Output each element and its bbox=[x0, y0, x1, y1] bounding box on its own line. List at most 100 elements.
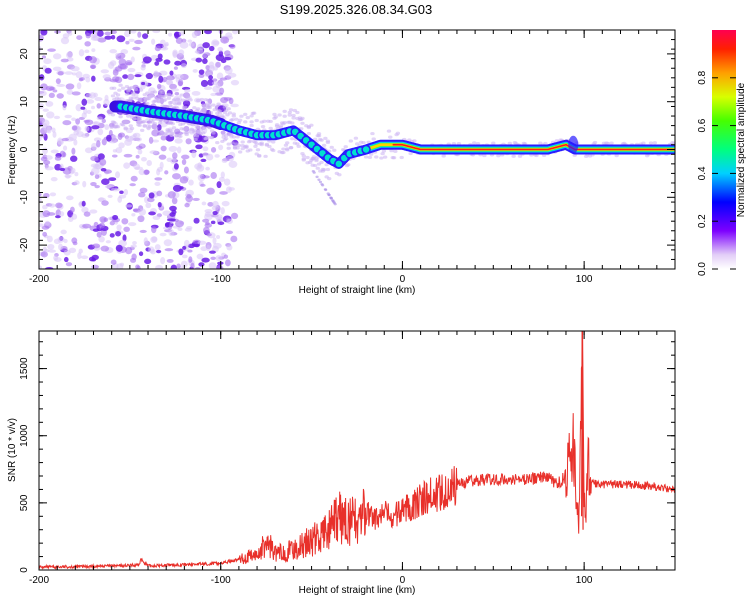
spectrogram-halo-blob bbox=[222, 105, 228, 109]
spectrogram-halo-blob bbox=[272, 112, 277, 117]
spectrogram-noise-blob bbox=[68, 247, 77, 254]
spectrogram-noise-blob bbox=[174, 92, 180, 96]
spectrogram-noise-blob bbox=[91, 258, 97, 262]
spectrogram-halo-blob bbox=[170, 131, 175, 135]
spectrogram-noise-blob bbox=[191, 91, 201, 96]
spectrogram-noise-blob bbox=[169, 83, 177, 90]
spectrogram-halo-blob bbox=[292, 108, 298, 113]
spectrogram-noise-blob bbox=[216, 181, 222, 189]
spectrogram-noise-blob bbox=[183, 239, 190, 248]
spectrogram-noise-blob bbox=[125, 40, 130, 45]
spectrogram-halo-blob bbox=[534, 153, 539, 158]
spectrogram-halo-blob bbox=[181, 127, 187, 131]
spectrogram-halo-blob bbox=[109, 125, 114, 129]
spectrogram-noise-blob bbox=[218, 50, 224, 57]
snr-frame bbox=[38, 330, 676, 571]
spectrogram-noise-blob bbox=[123, 153, 133, 158]
spectrogram-noise-blob bbox=[128, 38, 135, 43]
spectrogram-halo-blob bbox=[192, 106, 197, 110]
spectrogram-halo-blob bbox=[282, 109, 287, 113]
spectrogram-noise-blob bbox=[91, 142, 98, 151]
spectrogram-noise-blob bbox=[55, 202, 63, 209]
snr-x-tick-label: -100 bbox=[211, 575, 231, 586]
spectrogram-halo-blob bbox=[115, 125, 121, 129]
spectrogram-noise-blob bbox=[156, 190, 163, 197]
spectrogram-noise-blob bbox=[84, 49, 90, 54]
spectrogram-noise-blob bbox=[182, 100, 191, 107]
spectrogram-noise-blob bbox=[42, 210, 51, 218]
spectrogram-noise-blob bbox=[110, 34, 116, 40]
spectrogram-halo-blob bbox=[208, 110, 214, 115]
spectrogram-halo-blob bbox=[140, 128, 145, 132]
spectrogram-noise-blob bbox=[220, 59, 227, 64]
spectrogram-noise-blob bbox=[115, 231, 122, 237]
spectrogram-noise-blob bbox=[82, 180, 87, 188]
spectrogram-noise-blob bbox=[155, 249, 162, 254]
spectrogram-halo-blob bbox=[260, 124, 266, 129]
spectrogram-halo-blob bbox=[141, 120, 146, 124]
spectrogram-x-tick-label: 100 bbox=[576, 274, 593, 285]
spectrogram-halo-blob bbox=[271, 140, 276, 144]
spectrogram-noise-blob bbox=[229, 44, 236, 49]
spectrogram-noise-blob bbox=[42, 231, 48, 237]
spectrogram-noise-blob bbox=[204, 223, 213, 228]
spectrogram-noise-blob bbox=[160, 39, 166, 45]
spectrogram-noise-blob bbox=[179, 41, 189, 49]
spectrogram-noise-blob bbox=[91, 167, 100, 175]
spectrogram-y-tick-label: 10 bbox=[19, 96, 30, 108]
spectrogram-halo-blob bbox=[296, 144, 301, 149]
spectrogram-noise-blob bbox=[223, 178, 231, 186]
spectrogram-noise-blob bbox=[198, 69, 205, 75]
spectrogram-noise-blob bbox=[116, 35, 126, 43]
spectrogram-noise-blob bbox=[202, 146, 209, 152]
spectrogram-noise-blob bbox=[225, 230, 234, 235]
spectrogram-noise-blob bbox=[90, 181, 97, 187]
spectrogram-halo-blob bbox=[315, 166, 320, 170]
spectrogram-halo-blob bbox=[456, 142, 462, 146]
spectrogram-noise-blob bbox=[197, 240, 207, 245]
spectrogram-noise-blob bbox=[176, 263, 181, 269]
spectrogram-noise-blob bbox=[57, 137, 63, 145]
spectrogram-halo-blob bbox=[117, 97, 122, 102]
spectrogram-noise-blob bbox=[188, 42, 195, 47]
spectrogram-halo-blob bbox=[273, 115, 278, 119]
spectrogram-noise-blob bbox=[123, 226, 130, 233]
chart-title: S199.2025.326.08.34.G03 bbox=[280, 2, 433, 17]
spectrogram-halo-blob bbox=[243, 112, 248, 116]
spectrogram-noise-blob bbox=[68, 31, 73, 36]
spectrogram-halo-blob bbox=[609, 141, 614, 145]
spectrogram-noise-blob bbox=[200, 158, 207, 163]
spectrogram-noise-blob bbox=[123, 189, 129, 196]
spectrogram-halo-blob bbox=[243, 120, 248, 124]
spectrogram-halo-blob bbox=[237, 150, 243, 154]
spectrogram-noise-blob bbox=[156, 83, 162, 89]
spectrogram-halo-blob bbox=[248, 139, 253, 143]
spectrogram-halo-blob bbox=[133, 87, 139, 92]
spectrogram-noise-blob bbox=[39, 223, 44, 227]
spectrogram-noise-blob bbox=[199, 183, 206, 187]
spectrogram-halo-blob bbox=[227, 111, 233, 115]
spectrogram-noise-blob bbox=[162, 210, 172, 217]
spectrogram-noise-blob bbox=[224, 50, 231, 56]
spectrogram-noise-blob bbox=[42, 147, 49, 155]
spectrogram-noise-blob bbox=[230, 235, 238, 243]
spectrogram-noise-blob bbox=[85, 32, 91, 39]
spectrogram-noise-blob bbox=[140, 65, 146, 71]
spectrogram-noise-blob bbox=[58, 243, 63, 251]
spectrogram-noise-blob bbox=[80, 106, 86, 110]
spectrogram-noise-blob bbox=[202, 42, 210, 49]
spectrogram-noise-blob bbox=[74, 172, 79, 177]
spectrogram-noise-blob bbox=[78, 77, 84, 82]
spectrogram-noise-blob bbox=[215, 61, 221, 68]
spectrogram-noise-blob bbox=[115, 171, 120, 179]
snr-ylabel: SNR (10 * v/v) bbox=[7, 418, 18, 482]
spectrogram-noise-blob bbox=[109, 233, 115, 238]
spectrogram-halo-blob bbox=[137, 123, 142, 128]
spectrogram-noise-blob bbox=[45, 100, 54, 107]
spectrogram-halo-blob bbox=[368, 152, 374, 156]
spectrogram-streak-blob bbox=[315, 175, 319, 179]
spectrogram-noise-blob bbox=[180, 260, 188, 268]
spectrogram-noise-blob bbox=[121, 218, 129, 225]
spectrogram-halo-blob bbox=[231, 114, 236, 118]
spectrogram-noise-blob bbox=[220, 207, 225, 215]
